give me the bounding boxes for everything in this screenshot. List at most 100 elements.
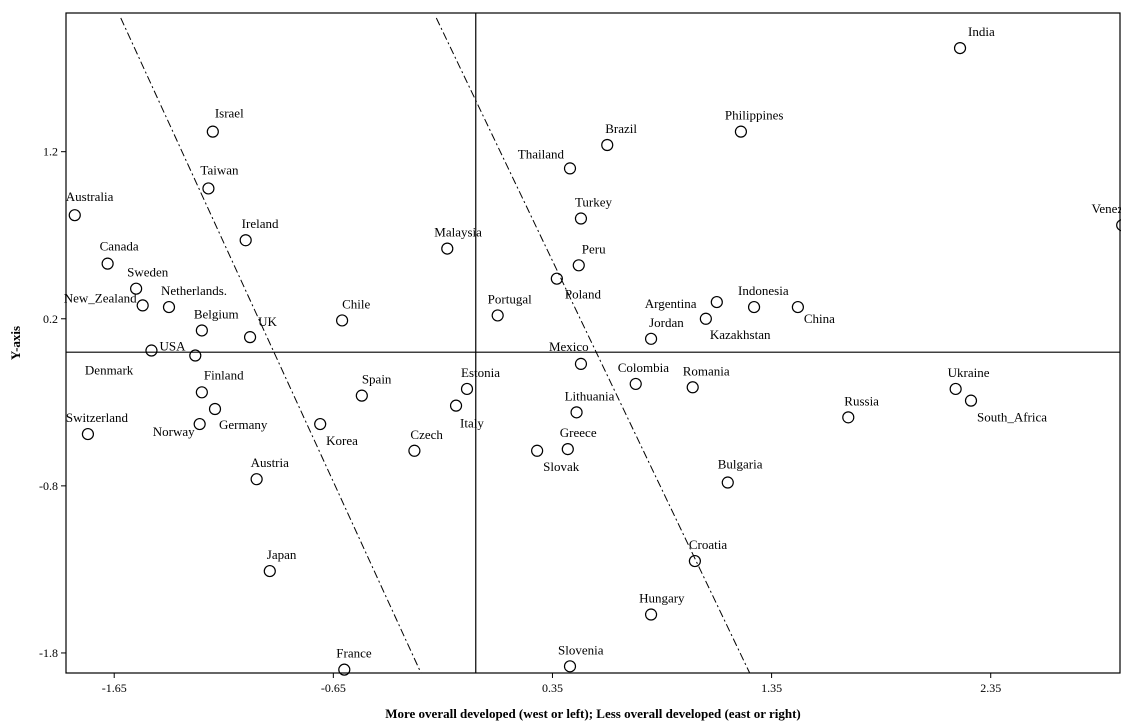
point-marker [531, 444, 544, 457]
point-marker [408, 444, 421, 457]
point-marker [441, 242, 454, 255]
point-label: Argentina [645, 296, 697, 311]
point-label: Jordan [649, 315, 684, 330]
point-marker [550, 272, 563, 285]
point-marker [574, 212, 588, 225]
point-label: Mexico [549, 339, 589, 354]
data-points: India Philippines Brazil Thailand Israel Taiw… [64, 24, 1121, 676]
point-label: Chile [342, 296, 370, 311]
point-marker [570, 406, 583, 419]
point-label: Germany [219, 417, 268, 432]
point-label: France [336, 646, 372, 661]
point-label: Denmark [85, 363, 134, 378]
point-marker [162, 300, 176, 314]
point-marker [644, 608, 658, 621]
point-marker [574, 357, 588, 370]
point-label: Belgium [194, 306, 239, 321]
point-label: Switzerland [66, 410, 129, 425]
point-marker [81, 427, 95, 441]
x-tick-label: 2.35 [980, 681, 1001, 695]
point-marker [145, 344, 158, 357]
point-label: Sweden [127, 265, 169, 280]
point-label: Romania [683, 363, 730, 378]
point-label: Japan [267, 547, 297, 562]
point-label: Italy [460, 416, 484, 431]
y-tick-label: 1.2 [43, 145, 58, 159]
point-label: South_Africa [977, 410, 1047, 425]
point-marker [202, 182, 215, 195]
point-label: Peru [582, 241, 606, 256]
point-label: Korea [326, 433, 358, 448]
y-tick-label: -0.8 [39, 479, 58, 493]
point-label: Russia [844, 393, 879, 408]
point-marker [208, 402, 222, 416]
point-marker [688, 554, 701, 568]
point-label: Slovenia [558, 642, 604, 657]
point-marker [710, 295, 723, 309]
point-label: Greece [560, 425, 597, 440]
point-marker [130, 282, 143, 295]
point-marker [195, 324, 208, 337]
point-label: Hungary [639, 591, 685, 606]
point-label: Norway [153, 424, 195, 439]
point-marker [953, 41, 967, 55]
point-label: Netherlands. [161, 283, 227, 298]
point-label: Malaysia [434, 225, 482, 240]
point-label: India [968, 24, 995, 39]
point-marker [629, 377, 642, 391]
point-marker [449, 399, 463, 412]
point-marker [460, 382, 474, 396]
point-label: Thailand [518, 146, 565, 161]
point-label: Australia [66, 189, 114, 204]
point-marker [338, 663, 351, 676]
dash-dot-line-2 [435, 17, 751, 674]
point-marker [189, 349, 202, 362]
point-marker [314, 417, 327, 431]
point-label: Finland [204, 367, 244, 382]
point-label: Taiwan [200, 162, 239, 177]
point-label: Austria [251, 455, 289, 470]
point-marker [563, 162, 577, 175]
point-label: Estonia [461, 365, 500, 380]
point-label: Bulgaria [718, 457, 763, 472]
point-label: USA [159, 339, 186, 354]
point-marker [250, 473, 263, 486]
point-marker [101, 257, 114, 270]
point-marker [563, 660, 577, 673]
point-marker [721, 476, 734, 489]
x-tick-label: 0.35 [542, 681, 563, 695]
point-marker [335, 314, 349, 327]
point-marker [136, 299, 149, 312]
point-marker [686, 381, 699, 394]
point-marker [842, 411, 855, 424]
point-marker [699, 312, 712, 325]
point-label: Colombia [618, 360, 670, 375]
y-tick-label: 0.2 [43, 312, 58, 326]
point-marker [791, 300, 804, 314]
point-marker [601, 138, 614, 152]
point-marker [1116, 219, 1121, 232]
point-marker [572, 259, 585, 272]
point-marker [68, 209, 81, 222]
point-marker [195, 386, 208, 399]
point-marker [206, 125, 219, 138]
point-label: Philippines [725, 108, 784, 123]
point-marker [747, 300, 761, 314]
point-label: Portugal [488, 291, 532, 306]
point-marker [644, 332, 658, 345]
point-label: Poland [565, 287, 602, 302]
point-marker [561, 443, 574, 456]
reference-lines [66, 13, 1120, 673]
point-label: Czech [410, 427, 443, 442]
point-label: Spain [362, 372, 392, 387]
point-label: Ukraine [948, 365, 990, 380]
point-marker [193, 417, 206, 431]
point-label: Ireland [242, 216, 279, 231]
point-marker [239, 234, 252, 247]
point-label: Indonesia [738, 283, 789, 298]
point-marker [949, 382, 962, 396]
point-marker [355, 389, 368, 402]
point-label: Turkey [575, 195, 613, 210]
point-label: Venezuela [1091, 201, 1121, 216]
